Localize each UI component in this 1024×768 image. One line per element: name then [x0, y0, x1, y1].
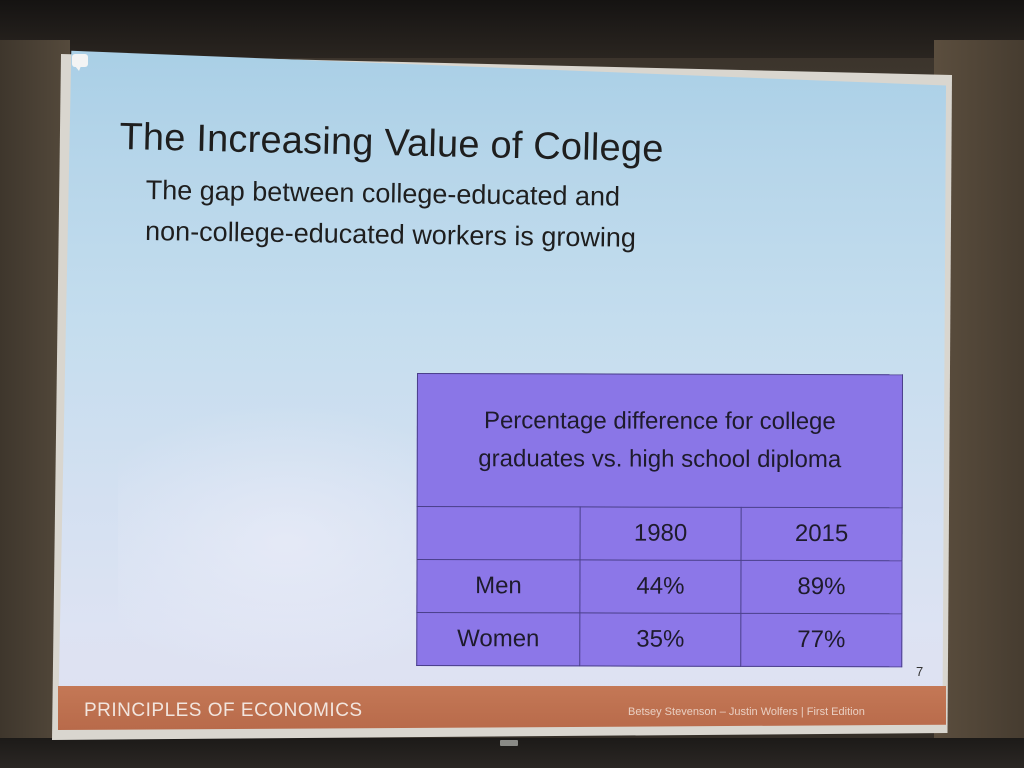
cell-women-1980: 35% [579, 612, 741, 667]
cell-men-1980: 44% [579, 559, 741, 614]
table-row: Women 35% 77% [416, 612, 902, 667]
table-header-1980: 1980 [580, 506, 742, 561]
footer-bar [58, 686, 946, 730]
slide-number: 7 [916, 664, 924, 679]
table-header-row: 1980 2015 [417, 506, 903, 561]
table-caption: Percentage difference for college gradua… [417, 373, 903, 508]
footer-credit: Betsey Stevenson – Justin Wolfers | Firs… [628, 706, 865, 718]
floor-marker [500, 740, 518, 746]
table-row: Men 44% 89% [416, 559, 903, 614]
cell-men-2015: 89% [740, 560, 903, 614]
table-header-2015: 2015 [740, 507, 903, 561]
wage-gap-table: Percentage difference for college gradua… [416, 373, 903, 668]
table-caption-line-1: Percentage difference for college [483, 407, 836, 436]
slide-subtitle: The gap between college-educated and non… [145, 170, 786, 261]
comment-icon [72, 54, 88, 71]
table-header-corner [417, 506, 581, 560]
table-caption-line-2: graduates vs. high school diploma [478, 445, 842, 474]
cell-women-2015: 77% [740, 613, 902, 667]
row-label-men: Men [416, 559, 581, 613]
row-label-women: Women [416, 612, 580, 666]
wage-gap-table-wrapper: Percentage difference for college gradua… [416, 373, 907, 668]
room-ceiling [0, 0, 1024, 58]
footer-title: PRINCIPLES OF ECONOMICS [84, 700, 363, 721]
